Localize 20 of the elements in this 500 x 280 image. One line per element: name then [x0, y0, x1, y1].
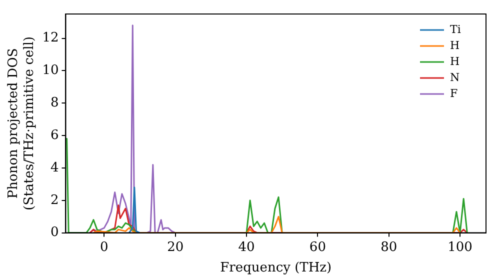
y-tick-label: 4 [50, 160, 59, 176]
y-tick-label: 10 [42, 63, 59, 78]
x-tick-label: 0 [100, 240, 108, 255]
legend-label: F [450, 86, 458, 100]
x-tick-label: 60 [309, 240, 326, 255]
y-tick-label: 0 [50, 225, 59, 240]
x-tick-label: 40 [238, 240, 255, 255]
x-axis-title: Frequency (THz) [220, 260, 332, 276]
x-tick-label: 20 [167, 240, 184, 255]
y-tick-label: 2 [50, 192, 59, 208]
legend-label: N [450, 70, 460, 84]
x-tick-label: 80 [380, 240, 398, 255]
y-tick-label: 12 [42, 30, 59, 46]
x-tick-label: 100 [448, 240, 472, 255]
legend-label: Ti [450, 22, 462, 36]
legend-label: H [450, 38, 460, 52]
legend-label: H [450, 54, 460, 68]
y-tick-label: 8 [50, 96, 59, 111]
y-axis-title: Phonon projected DOS (States/THz·primitive cell) [6, 36, 37, 210]
y-tick-label: 6 [50, 128, 59, 143]
